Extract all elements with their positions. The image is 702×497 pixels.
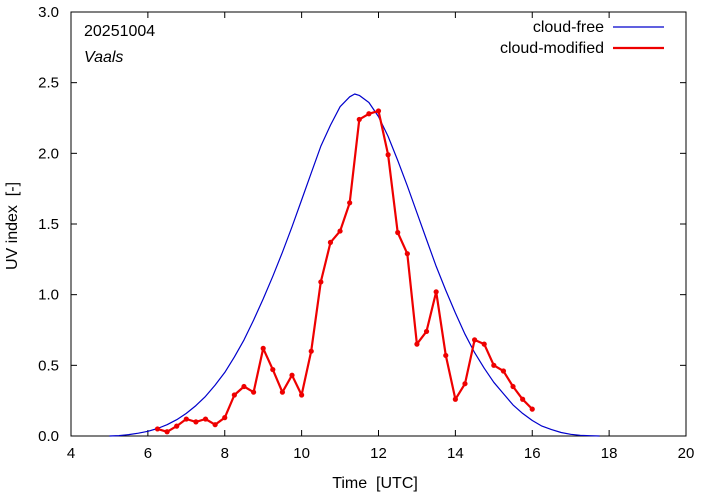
legend-label: cloud-modified <box>500 40 604 57</box>
data-point <box>270 366 276 373</box>
legend: cloud-free cloud-modified <box>500 19 664 57</box>
data-point <box>481 341 487 347</box>
data-point <box>462 381 468 387</box>
series-cloud-modified <box>154 108 535 435</box>
data-point <box>299 392 305 398</box>
data-point <box>510 383 516 390</box>
x-tick-label: 10 <box>293 445 310 462</box>
legend-label: cloud-free <box>533 19 604 36</box>
data-point <box>395 229 401 236</box>
data-point <box>385 152 391 158</box>
data-point <box>491 362 497 368</box>
data-point <box>423 328 430 335</box>
y-axis-title: UV index [-] <box>4 182 21 270</box>
data-point <box>193 419 199 425</box>
x-tick-label: 8 <box>221 445 229 462</box>
data-point <box>308 348 314 354</box>
date-annotation: 20251004 <box>84 23 155 40</box>
data-point <box>375 108 382 114</box>
data-point <box>471 337 478 343</box>
data-point <box>452 396 458 402</box>
x-tick-label: 12 <box>370 445 387 462</box>
data-point <box>337 228 343 234</box>
data-point <box>202 416 209 422</box>
data-point <box>327 239 334 245</box>
data-point <box>231 392 237 398</box>
data-point <box>289 372 295 378</box>
data-point <box>443 352 449 359</box>
x-tick-label: 16 <box>524 445 541 462</box>
data-point <box>356 116 362 123</box>
data-point <box>241 383 247 390</box>
data-point <box>260 345 266 351</box>
data-point <box>529 406 535 412</box>
data-point <box>250 389 257 395</box>
data-point <box>174 423 180 429</box>
x-axis-title: Time [UTC] <box>332 475 418 492</box>
data-point <box>212 422 218 428</box>
y-tick-label: 3.0 <box>38 4 59 21</box>
data-point <box>520 396 526 402</box>
y-tick-label: 2.0 <box>38 145 59 162</box>
x-tick-label: 18 <box>601 445 618 462</box>
series-line-cloud-modified <box>157 109 534 433</box>
x-tick-label: 20 <box>678 445 695 462</box>
data-point <box>500 368 507 374</box>
series-cloud-free <box>109 93 600 437</box>
data-point <box>433 289 439 295</box>
x-tick-label: 14 <box>447 445 464 462</box>
x-tick-label: 6 <box>144 445 152 462</box>
y-tick-label: 1.5 <box>38 216 59 233</box>
data-point <box>279 389 286 395</box>
data-point <box>222 415 228 421</box>
data-point <box>404 251 410 257</box>
y-tick-label: 1.0 <box>38 287 59 304</box>
x-tick-label: 4 <box>67 445 75 462</box>
series-line-cloud-free <box>109 93 600 437</box>
data-point <box>347 200 353 206</box>
location-annotation: Vaals <box>84 49 123 66</box>
data-point <box>154 426 161 432</box>
data-point <box>183 416 189 422</box>
data-point <box>318 279 324 285</box>
plot-frame <box>70 11 687 437</box>
data-point <box>164 429 170 435</box>
data-point <box>414 341 420 347</box>
data-point <box>366 111 372 117</box>
y-tick-label: 0.5 <box>38 357 59 374</box>
y-tick-label: 0.0 <box>38 428 59 445</box>
y-tick-label: 2.5 <box>38 75 59 92</box>
